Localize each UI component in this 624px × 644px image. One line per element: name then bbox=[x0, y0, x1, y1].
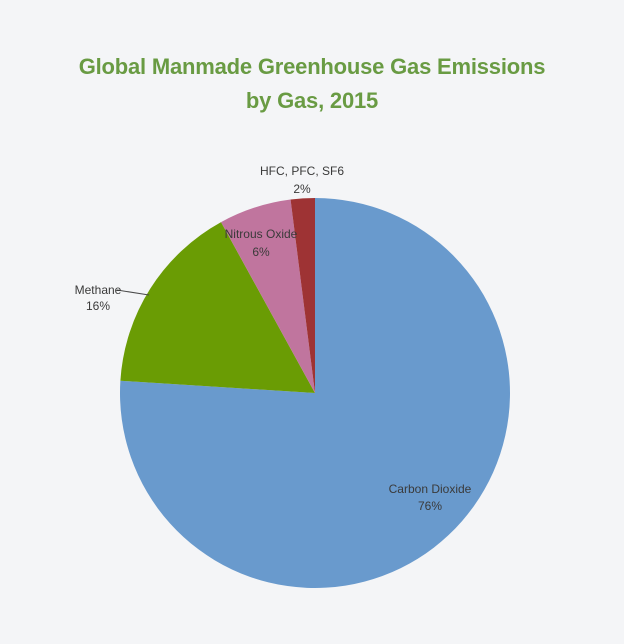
slice-label-methane-name: Methane bbox=[74, 283, 122, 297]
pie-slice-nitrous-oxide bbox=[221, 199, 315, 393]
pie-slice-hfc-pfc-sf6 bbox=[290, 198, 315, 393]
slice-label-carbon-dioxide: Carbon Dioxide 76% bbox=[360, 481, 500, 515]
slice-label-methane: Methane 16% bbox=[48, 282, 148, 314]
slice-label-co2-name: Carbon Dioxide bbox=[388, 482, 472, 496]
chart-title-line1: Global Manmade Greenhouse Gas Emissions bbox=[78, 54, 546, 79]
pie-slices bbox=[119, 198, 510, 589]
pie-slice-methane bbox=[120, 222, 315, 393]
methane-leader-line bbox=[116, 289, 150, 296]
chart-title-line2: by Gas, 2015 bbox=[245, 88, 379, 113]
slice-label-n2o-pct: 6% bbox=[252, 245, 270, 259]
slice-label-methane-pct: 16% bbox=[85, 299, 111, 313]
pie-slice-carbon-dioxide bbox=[119, 198, 510, 589]
chart-title: Global Manmade Greenhouse Gas Emissions … bbox=[0, 50, 624, 118]
slice-label-nitrous-oxide: Nitrous Oxide 6% bbox=[201, 225, 321, 261]
slice-label-hfc-pfc-sf6: HFC, PFC, SF6 2% bbox=[227, 162, 377, 198]
slice-label-hfc-name: HFC, PFC, SF6 bbox=[259, 164, 344, 178]
slice-label-co2-pct: 76% bbox=[417, 499, 443, 513]
slice-label-hfc-pct: 2% bbox=[293, 182, 311, 196]
slice-label-n2o-name: Nitrous Oxide bbox=[224, 227, 298, 241]
